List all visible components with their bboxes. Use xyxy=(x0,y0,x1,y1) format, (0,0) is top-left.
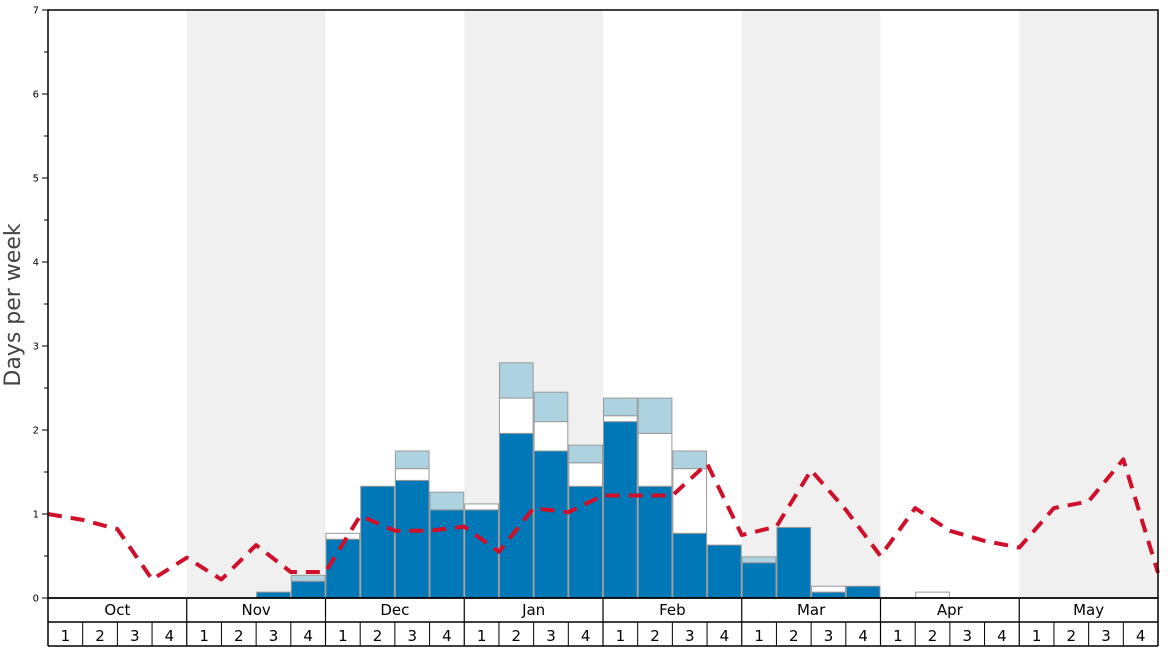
week-label: 4 xyxy=(997,627,1007,645)
bar-dark-week-23 xyxy=(811,591,846,599)
bar-dark-week-10 xyxy=(360,485,395,599)
week-label: 1 xyxy=(338,627,348,645)
bar-white-week-14 xyxy=(498,397,534,434)
month-shading xyxy=(186,10,1158,598)
week-label: 4 xyxy=(165,627,175,645)
week-label: 1 xyxy=(1032,627,1042,645)
y-tick-label: 2 xyxy=(33,426,39,437)
bar-white-week-16 xyxy=(568,462,603,487)
week-label: 1 xyxy=(616,627,626,645)
week-label: 2 xyxy=(95,627,105,645)
week-label: 4 xyxy=(581,627,591,645)
week-label: 2 xyxy=(650,627,660,645)
week-label: 3 xyxy=(685,627,695,645)
month-shade-mar xyxy=(741,10,881,598)
bar-dark-week-7 xyxy=(256,591,291,599)
week-label: 2 xyxy=(928,627,938,645)
month-label-may: May xyxy=(1073,601,1104,619)
bar-light-week-8 xyxy=(290,574,326,582)
bar-white-week-23 xyxy=(811,585,846,593)
week-label: 4 xyxy=(720,627,730,645)
bar-light-week-17 xyxy=(603,397,638,417)
y-tick-label: 5 xyxy=(33,174,39,185)
week-label: 1 xyxy=(893,627,903,645)
bar-dark-week-15 xyxy=(533,450,569,599)
week-label: 1 xyxy=(199,627,209,645)
bar-white-week-11 xyxy=(394,468,430,481)
month-shade-nov xyxy=(186,10,326,598)
week-label: 3 xyxy=(130,627,140,645)
bar-dark-week-21 xyxy=(741,562,777,599)
bar-white-week-18 xyxy=(637,432,673,487)
week-label: 1 xyxy=(61,627,71,645)
week-label: 3 xyxy=(546,627,556,645)
month-label-nov: Nov xyxy=(241,601,270,619)
bar-light-week-12 xyxy=(429,491,465,511)
bar-dark-week-19 xyxy=(672,532,708,599)
week-label: 2 xyxy=(512,627,522,645)
bar-light-week-18 xyxy=(637,397,673,434)
y-tick-label: 7 xyxy=(33,6,39,17)
y-tick-label: 0 xyxy=(33,594,39,605)
y-tick-label: 1 xyxy=(33,510,39,521)
week-label: 1 xyxy=(477,627,487,645)
week-label: 4 xyxy=(1136,627,1146,645)
bar-white-week-9 xyxy=(325,532,361,540)
bar-light-week-14 xyxy=(498,362,534,399)
bar-white-week-17 xyxy=(603,415,638,423)
axes: 0 1 2 3 4 5 6 7 Oct 1 2 3 4 Nov 1 2 3 4 Dec 1 2 3 4 Jan 1 2 3 4 Feb 1… xyxy=(33,6,1159,647)
month-label-jan: Jan xyxy=(521,601,545,619)
bar-dark-week-8 xyxy=(290,580,326,599)
month-label-dec: Dec xyxy=(380,601,409,619)
bar-light-week-19 xyxy=(672,450,708,470)
bar-dark-week-17 xyxy=(603,421,638,599)
week-label: 4 xyxy=(442,627,452,645)
month-label-mar: Mar xyxy=(797,601,826,619)
bar-dark-week-20 xyxy=(707,544,742,599)
y-tick-label: 3 xyxy=(33,342,39,353)
week-label: 2 xyxy=(789,627,799,645)
bar-white-week-19 xyxy=(672,468,708,534)
week-label: 2 xyxy=(234,627,244,645)
average-line-group xyxy=(47,457,1160,582)
bar-light-week-21 xyxy=(741,556,777,564)
week-label: 3 xyxy=(269,627,279,645)
bar-dark-week-11 xyxy=(394,479,430,599)
month-label-oct: Oct xyxy=(104,601,130,619)
week-label: 2 xyxy=(1067,627,1077,645)
week-label: 3 xyxy=(1101,627,1111,645)
bar-light-week-11 xyxy=(394,450,430,470)
week-label: 3 xyxy=(824,627,834,645)
week-label: 4 xyxy=(858,627,868,645)
bar-dark-week-9 xyxy=(325,538,361,599)
bars xyxy=(256,362,950,599)
bar-dark-week-24 xyxy=(845,585,881,599)
average-line xyxy=(47,457,1160,582)
bar-white-week-15 xyxy=(533,421,569,452)
y-tick-label: 6 xyxy=(33,90,39,101)
month-label-feb: Feb xyxy=(659,601,686,619)
y-axis-label: Days per week xyxy=(1,223,26,386)
bar-white-week-13 xyxy=(464,503,499,511)
week-label: 3 xyxy=(407,627,417,645)
month-label-apr: Apr xyxy=(937,601,964,619)
week-label: 3 xyxy=(962,627,972,645)
bar-dark-week-13 xyxy=(464,509,499,599)
bar-light-week-15 xyxy=(533,391,569,423)
bar-light-week-16 xyxy=(568,444,603,464)
bar-dark-week-22 xyxy=(776,526,812,599)
week-label: 1 xyxy=(754,627,764,645)
week-label: 2 xyxy=(373,627,383,645)
bar-white-week-26 xyxy=(915,591,950,599)
y-tick-label: 4 xyxy=(33,258,39,269)
week-label: 4 xyxy=(303,627,313,645)
bar-dark-week-12 xyxy=(429,509,465,599)
bar-dark-week-18 xyxy=(637,485,673,599)
